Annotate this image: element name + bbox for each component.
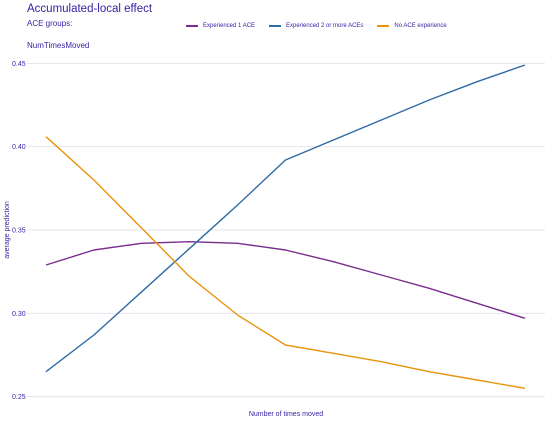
y-tick-label: 0.25	[12, 394, 26, 401]
legend-item: Experienced 2 or more ACEs	[269, 23, 363, 29]
series-lines	[45, 64, 526, 389]
panel-title: NumTimesMoved	[27, 41, 90, 50]
legend-item: Experienced 1 ACE	[186, 23, 255, 29]
y-tick-label: 0.45	[12, 61, 26, 68]
y-tick-labels: 0.25 0.30 0.35 0.40 0.45	[12, 61, 26, 401]
legend-label: Experienced 1 ACE	[203, 23, 256, 29]
legend: Experienced 1 ACE Experienced 2 or more …	[186, 23, 447, 29]
x-axis-title: Number of times moved	[249, 411, 323, 418]
series-line	[45, 136, 526, 389]
y-axis-title: average prediction	[4, 201, 11, 259]
legend-swatch	[186, 25, 198, 27]
legend-label: Experienced 2 or more ACEs	[286, 23, 364, 29]
chart-title: Accumulated-local effect	[27, 3, 153, 15]
legend-label: No ACE experience	[394, 23, 447, 29]
chart-subtitle: ACE groups:	[27, 19, 73, 28]
series-line	[45, 240, 526, 319]
series-line	[45, 64, 526, 373]
y-tick-label: 0.40	[12, 144, 26, 151]
legend-swatch	[377, 25, 390, 27]
legend-swatch	[269, 25, 282, 27]
legend-item: No ACE experience	[377, 23, 447, 29]
y-tick-label: 0.30	[12, 311, 26, 318]
y-tick-label: 0.35	[12, 228, 26, 235]
gridlines	[27, 62, 545, 398]
